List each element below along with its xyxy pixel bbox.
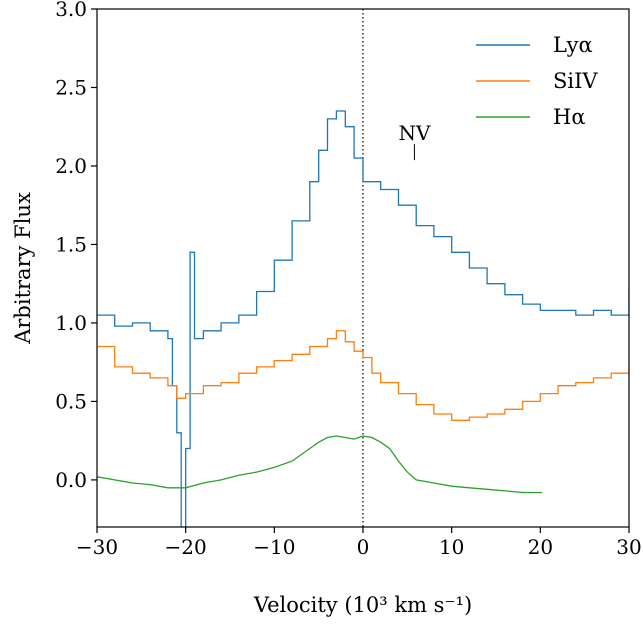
- y-tick-label: 2.5: [55, 75, 87, 99]
- annotation-layer: NV: [398, 121, 431, 161]
- y-tick-label: 2.0: [55, 154, 87, 178]
- ticks-layer: −30 −20 −10 0 10 20 30 0.0 0.5 1.0 1.5 2.0 2.5 3.0: [55, 0, 642, 559]
- series-layer: [97, 110, 629, 527]
- x-tick-label: 10: [439, 535, 464, 559]
- y-tick-label: 0.0: [55, 468, 87, 492]
- x-tick-label: −10: [253, 535, 295, 559]
- y-tick-label: 0.5: [55, 389, 87, 413]
- series-line-h: [97, 435, 543, 494]
- x-tick-label: −30: [76, 535, 118, 559]
- y-tick-label: 1.5: [55, 232, 87, 256]
- legend-label-h: Hα: [553, 105, 586, 129]
- legend-label-siiv: SiIV: [553, 69, 598, 93]
- x-tick-label: 0: [357, 535, 370, 559]
- legend-label-ly: Lyα: [553, 33, 593, 57]
- legend: Lyα SiIV Hα: [476, 33, 598, 129]
- annotation-nv-label: NV: [398, 121, 431, 145]
- x-tick-label: 30: [616, 535, 641, 559]
- x-tick-label: 20: [528, 535, 553, 559]
- series-line-ly: [97, 110, 629, 527]
- x-tick-label: −20: [165, 535, 207, 559]
- series-line-siiv: [97, 330, 629, 421]
- y-tick-label: 3.0: [55, 0, 87, 21]
- y-tick-label: 1.0: [55, 311, 87, 335]
- y-axis-label: Arbitrary Flux: [11, 192, 35, 345]
- x-axis-label: Velocity (10³ km s⁻¹): [253, 593, 472, 617]
